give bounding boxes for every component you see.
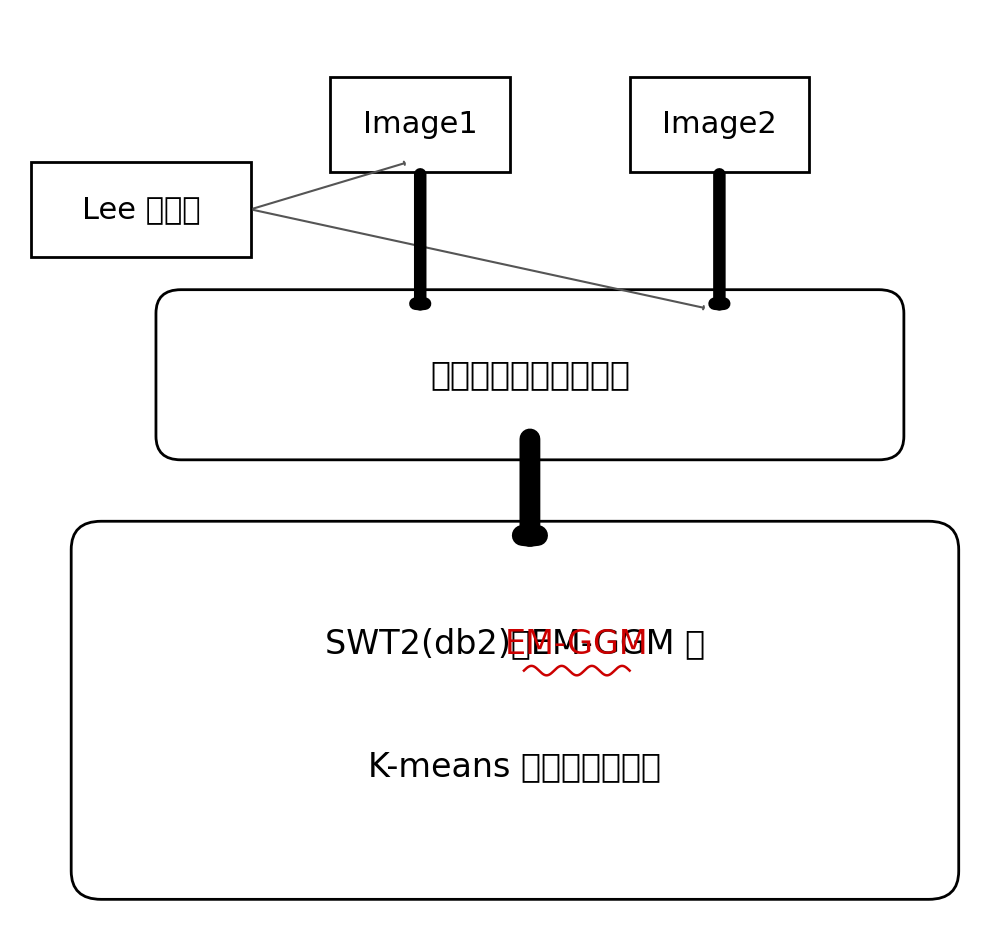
Text: Image2: Image2	[662, 110, 777, 138]
FancyBboxPatch shape	[71, 521, 959, 900]
Text: Image1: Image1	[363, 110, 478, 138]
Text: Lee 滤波器: Lee 滤波器	[82, 195, 200, 224]
Text: K-means 算法分析差异图: K-means 算法分析差异图	[368, 751, 661, 783]
FancyBboxPatch shape	[156, 290, 904, 460]
Text: 对数比算子生成差异图: 对数比算子生成差异图	[430, 358, 630, 392]
Text: EM-GGM: EM-GGM	[505, 628, 649, 661]
FancyBboxPatch shape	[630, 77, 809, 172]
Text: SWT2(db2)、EM-GGM 和: SWT2(db2)、EM-GGM 和	[325, 628, 705, 661]
FancyBboxPatch shape	[330, 77, 510, 172]
FancyBboxPatch shape	[31, 162, 251, 257]
